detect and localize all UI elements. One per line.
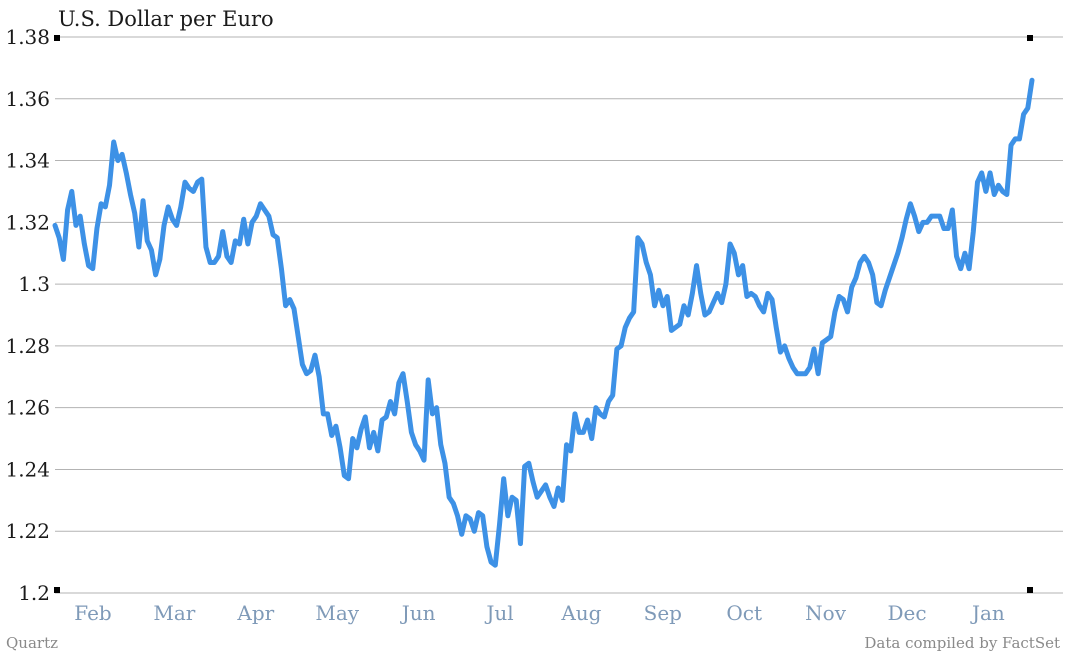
x-tick-label: Jan [970,601,1005,625]
y-tick-label: 1.3 [18,272,50,296]
corner-marker [54,35,60,41]
series-line [52,77,1035,568]
x-tick-label: Jul [484,601,513,625]
x-axis-ticks: Feb Mar Apr May Jun Jul Aug Sep Oct Nov Dec Jan [74,601,1005,625]
y-tick-label: 1.32 [5,210,50,234]
x-tick-label: Feb [74,601,111,625]
corner-marker [54,587,60,593]
source-right: Data compiled by FactSet [864,634,1060,652]
source-left: Quartz [6,634,58,652]
chart-title: U.S. Dollar per Euro [58,7,274,31]
x-tick-label: Dec [887,601,926,625]
x-tick-label: Jun [400,601,436,625]
y-tick-label: 1.26 [5,396,50,420]
corner-marker [1027,35,1033,41]
series-layer [52,77,1035,568]
x-tick-label: Sep [644,601,682,625]
corner-marker [1027,587,1033,593]
corner-markers [54,35,1033,593]
y-tick-label: 1.2 [18,581,50,605]
y-tick-label: 1.38 [5,25,50,49]
x-tick-label: Aug [560,601,601,625]
x-tick-label: Oct [726,601,762,625]
x-tick-label: Apr [236,601,274,625]
x-tick-label: Nov [805,601,847,625]
y-tick-label: 1.28 [5,334,50,358]
y-tick-label: 1.24 [5,457,50,481]
y-axis-ticks: 1.2 1.22 1.24 1.26 1.28 1.3 1.32 1.34 1.36 1.38 [5,25,50,605]
x-tick-label: Mar [153,601,195,625]
y-tick-label: 1.36 [5,87,50,111]
y-tick-label: 1.34 [5,149,50,173]
gridlines [55,36,1063,594]
x-tick-label: May [315,601,359,625]
y-tick-label: 1.22 [5,519,50,543]
